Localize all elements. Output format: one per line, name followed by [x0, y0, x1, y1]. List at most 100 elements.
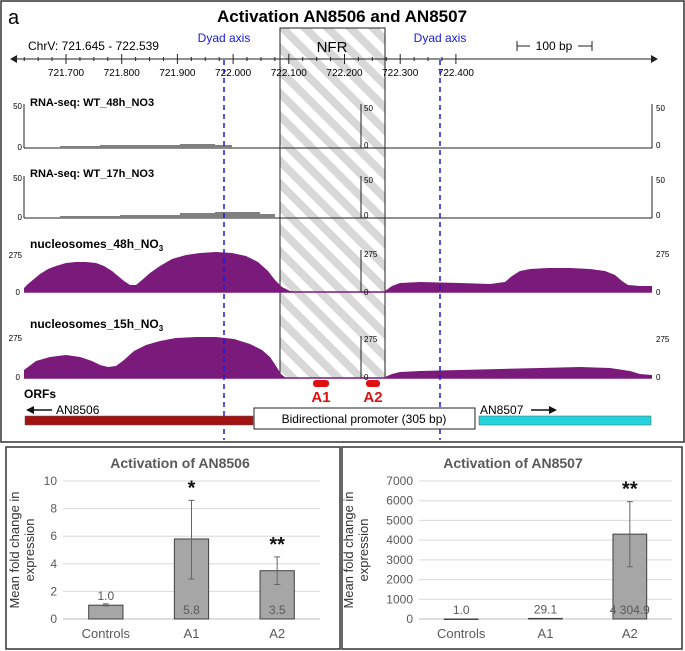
orfs-label: ORFs — [24, 387, 56, 401]
nfr-region — [279, 27, 386, 379]
track-max-left: 50 — [13, 174, 22, 183]
bar — [528, 617, 563, 620]
y-tick-label: 8 — [50, 502, 57, 516]
orf-an8507: AN8507 — [478, 403, 652, 426]
dyad-axis-label-right: Dyad axis — [414, 31, 467, 45]
x-tick-label: Controls — [437, 626, 486, 641]
track-nucleosomes-15h: nucleosomes_15h_NO3 275 0 275 0 275 0 — [9, 317, 670, 382]
x-tick-label: Controls — [82, 626, 131, 641]
track-min-left: 0 — [18, 143, 23, 152]
y-tick-label: 4000 — [386, 533, 413, 547]
dyad-axis-label-left: Dyad axis — [198, 31, 251, 45]
region-a2: A2 — [363, 380, 383, 406]
data-label: 3.5 — [269, 603, 286, 617]
y-tick-label: 2000 — [386, 573, 413, 587]
track-max-mid: 275 — [364, 250, 378, 259]
track-max-mid: 50 — [364, 176, 373, 185]
y-tick-label: 7000 — [386, 474, 413, 488]
axis-tick-label: 722.200 — [326, 68, 363, 79]
x-tick-label: A1 — [184, 626, 200, 641]
axis-tick-label: 721.800 — [104, 68, 141, 79]
track-label: RNA-seq: WT_17h_NO3 — [30, 168, 154, 180]
scale-bar-label: 100 bp — [536, 39, 573, 53]
track-min-left: 0 — [16, 373, 21, 382]
y-tick-label: 5000 — [386, 513, 413, 527]
data-label: 1.0 — [453, 603, 470, 617]
track-min-mid: 0 — [364, 141, 369, 150]
chromosome-range: ChrV: 721.645 - 722.539 — [28, 39, 159, 53]
nucleosome-occupancy — [24, 252, 652, 292]
axis-tick-label: 722.100 — [271, 68, 308, 79]
track-min-right: 0 — [656, 288, 661, 297]
chart-an8506: Activation of AN8506 Mean fold change ine… — [7, 455, 320, 641]
significance-marker: * — [188, 477, 196, 499]
track-max-right: 50 — [656, 176, 665, 185]
orf-an8506-label: AN8506 — [56, 403, 100, 417]
track-min-right: 0 — [656, 211, 661, 220]
rna-coverage — [60, 144, 232, 148]
bidirectional-promoter-label: Bidirectional promoter (305 bp) — [282, 412, 447, 426]
panel-a-title: Activation AN8506 and AN8507 — [217, 7, 467, 26]
y-tick-label: 4 — [50, 557, 57, 571]
chart-title: Activation of AN8506 — [110, 455, 250, 471]
x-tick-label: A2 — [622, 626, 638, 641]
track-max-left: 50 — [13, 102, 22, 111]
track-nucleosomes-48h: nucleosomes_48h_NO3 275 0 275 0 275 0 — [9, 237, 670, 297]
track-max-right: 275 — [656, 335, 670, 344]
x-tick-label: A2 — [269, 626, 285, 641]
panel-a: a Activation AN8506 and AN8507 NFR ChrV:… — [0, 0, 685, 443]
orf-an8507-bar — [478, 415, 652, 426]
y-tick-label: 6 — [50, 529, 57, 543]
track-max-mid: 275 — [364, 335, 378, 344]
y-tick-label: 6000 — [386, 494, 413, 508]
track-min-right: 0 — [656, 373, 661, 382]
track-max-left: 275 — [9, 251, 23, 260]
bar — [88, 604, 124, 620]
region-a2-label: A2 — [363, 389, 382, 406]
track-max-right: 275 — [656, 250, 670, 259]
track-min-left: 0 — [16, 288, 21, 297]
significance-marker: ** — [622, 479, 638, 501]
x-tick-label: A1 — [538, 626, 554, 641]
y-tick-label: 2 — [50, 584, 57, 598]
nucleosome-occupancy — [24, 337, 652, 378]
region-a1: A1 — [311, 380, 331, 406]
orf-an8507-label: AN8507 — [480, 403, 524, 417]
track-max-left: 275 — [9, 334, 23, 343]
chart-title: Activation of AN8507 — [443, 455, 583, 471]
track-max-right: 50 — [656, 104, 665, 113]
y-tick-label: 1000 — [386, 592, 413, 606]
bidirectional-promoter-box — [253, 407, 476, 430]
track-label: nucleosomes_48h_NO3 — [30, 237, 164, 253]
axis-tick-label: 721.900 — [159, 68, 196, 79]
track-min-right: 0 — [656, 141, 661, 150]
axis-tick-label: 722.400 — [438, 68, 475, 79]
rna-coverage — [60, 212, 275, 218]
orf-an8506: AN8506 — [24, 403, 254, 426]
y-tick-label: 0 — [50, 612, 57, 626]
y-axis-label: Mean fold change inexpression — [7, 491, 37, 608]
data-label: 5.8 — [183, 603, 200, 617]
bar — [443, 618, 479, 620]
track-min-mid: 0 — [364, 288, 369, 297]
data-label: 1.0 — [97, 589, 114, 603]
track-min-mid: 0 — [364, 211, 369, 220]
region-a1-label: A1 — [311, 389, 330, 406]
genome-axis: 721.700 721.800 721.900 722.000 722.100 722.2… — [10, 54, 658, 79]
panel-a-letter: a — [8, 7, 20, 29]
track-label: RNA-seq: WT_48h_NO3 — [30, 97, 154, 109]
data-label: 29.1 — [534, 602, 558, 616]
track-label: nucleosomes_15h_NO3 — [30, 317, 164, 333]
y-tick-label: 0 — [406, 612, 413, 626]
track-rna-48h: RNA-seq: WT_48h_NO3 50 0 50 0 50 0 — [13, 97, 665, 152]
track-min-mid: 0 — [364, 373, 369, 382]
orf-an8506-bar — [24, 415, 254, 426]
chart-an8507: Activation of AN8507 Mean fold change ine… — [341, 455, 672, 641]
significance-marker: ** — [269, 534, 285, 556]
scale-bar: 100 bp — [516, 38, 593, 53]
track-max-mid: 50 — [364, 104, 373, 113]
axis-tick-label: 721.700 — [48, 68, 85, 79]
axis-tick-label: 722.000 — [215, 68, 252, 79]
y-tick-label: 10 — [44, 474, 58, 488]
